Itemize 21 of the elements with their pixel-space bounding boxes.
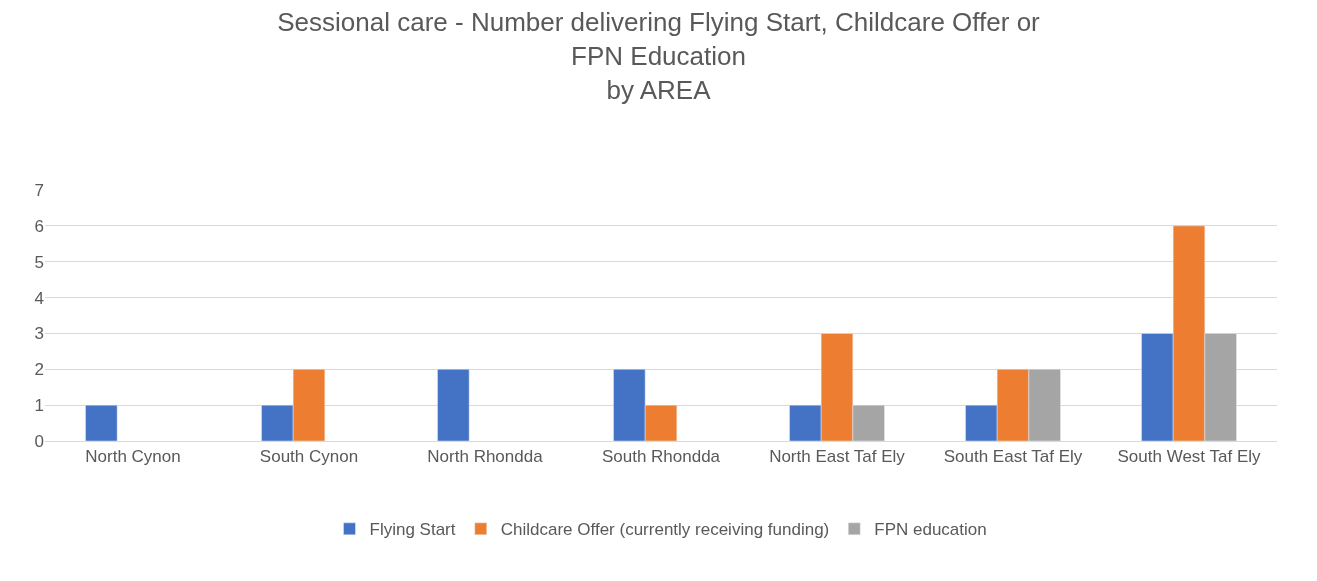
- legend-label: FPN education: [874, 520, 987, 540]
- chart-title: Sessional care - Number delivering Flying Start, Childcare Offer or FPN Education by AREA: [277, 7, 1041, 105]
- y-tick-label: 1: [34, 396, 44, 416]
- x-tick-label: North East Taf Ely: [769, 447, 906, 467]
- y-tick-label: 0: [34, 431, 44, 451]
- x-tick-label: North Rhondda: [427, 447, 544, 467]
- y-tick-label: 5: [34, 252, 44, 272]
- x-tick-label: South Cynon: [259, 447, 359, 467]
- x-tick-label: South Rhondda: [601, 447, 721, 467]
- y-tick-label: 7: [34, 180, 44, 200]
- y-tick-label: 4: [34, 288, 44, 308]
- x-tick-label: North Cynon: [85, 447, 181, 467]
- bar: [85, 404, 118, 441]
- x-tick-label: South East Taf Ely: [943, 447, 1083, 467]
- y-tick-label: 6: [34, 216, 44, 236]
- bar: [437, 369, 470, 441]
- y-tick-label: 3: [34, 324, 44, 344]
- legend-label: Flying Start: [369, 520, 456, 540]
- y-tick-label: 2: [34, 360, 44, 380]
- legend-label: Childcare Offer (currently receiving funding): [500, 520, 830, 540]
- x-tick-label: South West Taf Ely: [1117, 447, 1261, 467]
